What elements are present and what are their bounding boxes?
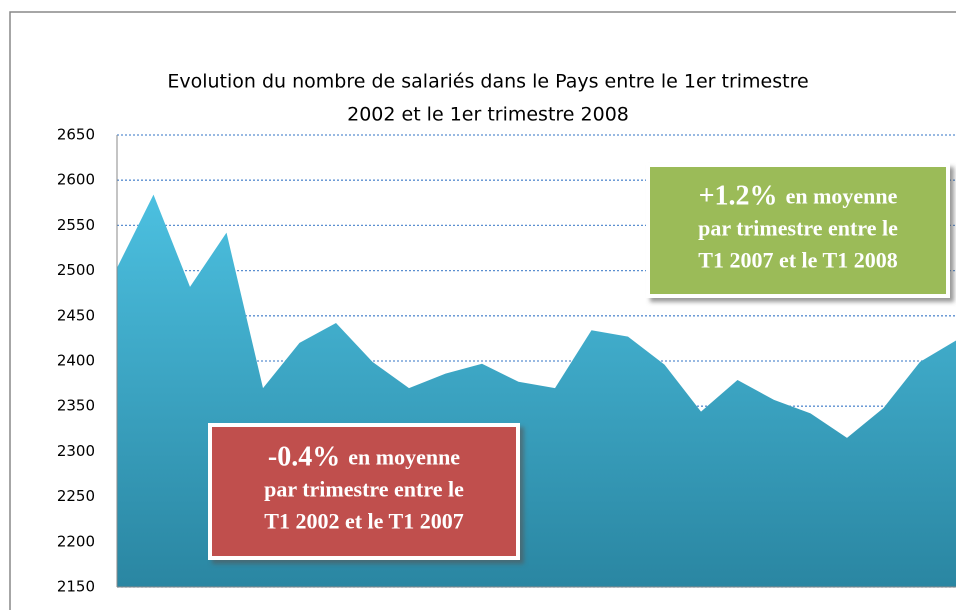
- annotation-line: en moyenne: [348, 445, 460, 470]
- annotation-box: [646, 163, 950, 298]
- y-tick-label: 2250: [57, 487, 95, 505]
- y-tick-label: 2650: [57, 126, 95, 144]
- annotation-line: en moyenne: [786, 184, 898, 209]
- y-tick-label: 2350: [57, 397, 95, 415]
- annotation-lead: +1.2%: [699, 181, 778, 212]
- y-tick-label: 2300: [57, 442, 95, 460]
- annotation-text: par trimestre entre le: [264, 477, 464, 502]
- chart-title: Evolution du nombre de salariés dans le …: [167, 71, 808, 93]
- chart-title: 2002 et le 1er trimestre 2008: [347, 104, 629, 126]
- annotation-text: +1.2% en moyenne: [699, 181, 898, 212]
- annotation-text: T1 2007 et le T1 2008: [698, 248, 897, 273]
- annotation: -0.4% en moyenne par trimestre entre le T1 …: [208, 423, 520, 560]
- annotation-lead: -0.4%: [268, 442, 340, 473]
- y-tick-label: 2450: [57, 306, 95, 324]
- y-tick-label: 2550: [57, 216, 95, 234]
- y-tick-label: 2500: [57, 261, 95, 279]
- y-tick-label: 2600: [57, 171, 95, 189]
- annotation-text: T1 2002 et le T1 2007: [264, 509, 463, 534]
- annotation: +1.2% en moyenne par trimestre entre le T1 …: [646, 163, 950, 298]
- annotation-text: -0.4% en moyenne: [268, 442, 460, 473]
- annotation-text: par trimestre entre le: [698, 216, 898, 241]
- y-tick-label: 2400: [57, 352, 95, 370]
- y-tick-label: 2200: [57, 532, 95, 550]
- annotation-box: [208, 423, 520, 560]
- y-tick-label: 2150: [57, 578, 95, 596]
